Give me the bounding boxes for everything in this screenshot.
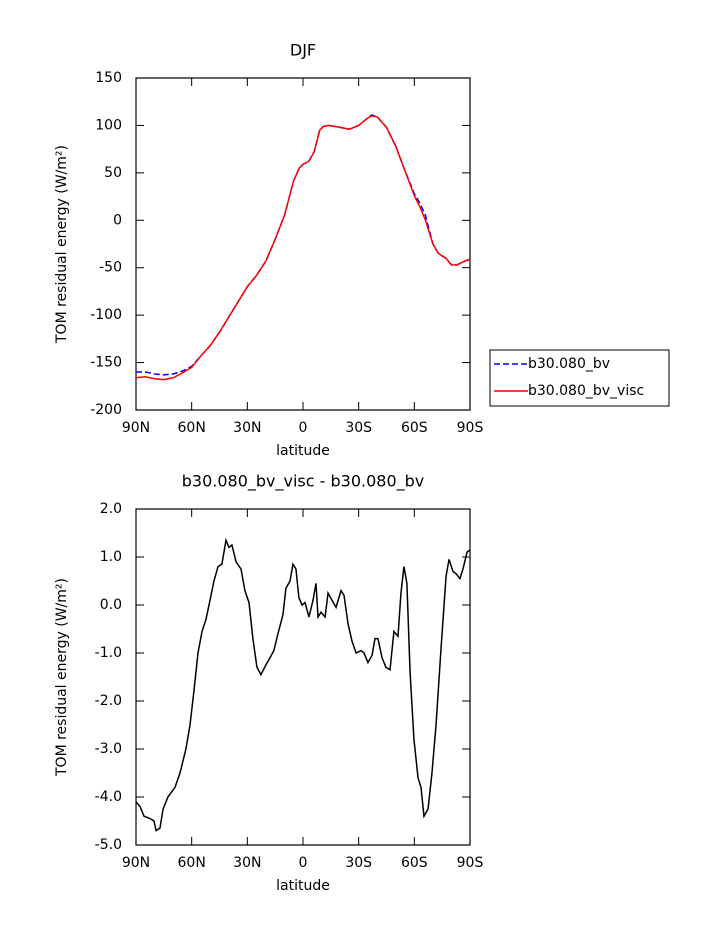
- x-axis-label: latitude: [276, 878, 330, 894]
- y-tick-label: -50: [99, 260, 122, 276]
- y-tick-label: -150: [90, 355, 122, 371]
- y-tick-label: 0: [113, 212, 122, 228]
- x-tick-label: 60S: [401, 420, 428, 436]
- x-axis-label: latitude: [276, 443, 330, 459]
- y-axis-label: TOM residual energy (W/m²): [54, 145, 70, 344]
- x-tick-label: 90S: [457, 855, 484, 871]
- y-tick-label: -100: [90, 307, 122, 323]
- x-tick-label: 90S: [457, 420, 484, 436]
- x-tick-label: 30S: [345, 855, 372, 871]
- legend-box: [489, 349, 670, 407]
- y-tick-label: -200: [90, 402, 122, 418]
- y-tick-label: -5.0: [95, 837, 122, 853]
- x-tick-label: 30N: [233, 420, 261, 436]
- chart-title: b30.080_bv_visc - b30.080_bv: [182, 472, 425, 492]
- y-tick-label: -3.0: [95, 741, 122, 757]
- data-line: [135, 537, 471, 832]
- x-tick-label: 60N: [178, 855, 206, 871]
- y-tick-label: -2.0: [95, 693, 122, 709]
- x-tick-label: 30N: [233, 855, 261, 871]
- chart-title: DJF: [290, 41, 316, 60]
- y-tick-label: 150: [95, 70, 122, 86]
- y-tick-label: 0.0: [100, 597, 122, 613]
- y-tick-label: -4.0: [95, 789, 122, 805]
- data-line: [136, 114, 471, 376]
- x-tick-label: 60N: [178, 420, 206, 436]
- x-tick-label: 60S: [401, 855, 428, 871]
- y-tick-label: 100: [95, 117, 122, 133]
- y-tick-label: 2.0: [100, 501, 122, 517]
- plot-frame: [135, 77, 471, 411]
- legend-label: b30.080_bv_visc: [528, 383, 644, 399]
- legend-label: b30.080_bv: [528, 356, 610, 372]
- x-tick-label: 90N: [122, 855, 150, 871]
- y-axis-label: TOM residual energy (W/m²): [54, 578, 70, 777]
- x-tick-label: 90N: [122, 420, 150, 436]
- x-tick-label: 30S: [345, 420, 372, 436]
- data-line: [135, 115, 471, 381]
- x-tick-label: 0: [299, 420, 308, 436]
- y-tick-label: -1.0: [95, 645, 122, 661]
- y-tick-label: 1.0: [100, 549, 122, 565]
- x-tick-label: 0: [299, 855, 308, 871]
- plot-frame: [135, 508, 471, 846]
- y-tick-label: 50: [104, 165, 122, 181]
